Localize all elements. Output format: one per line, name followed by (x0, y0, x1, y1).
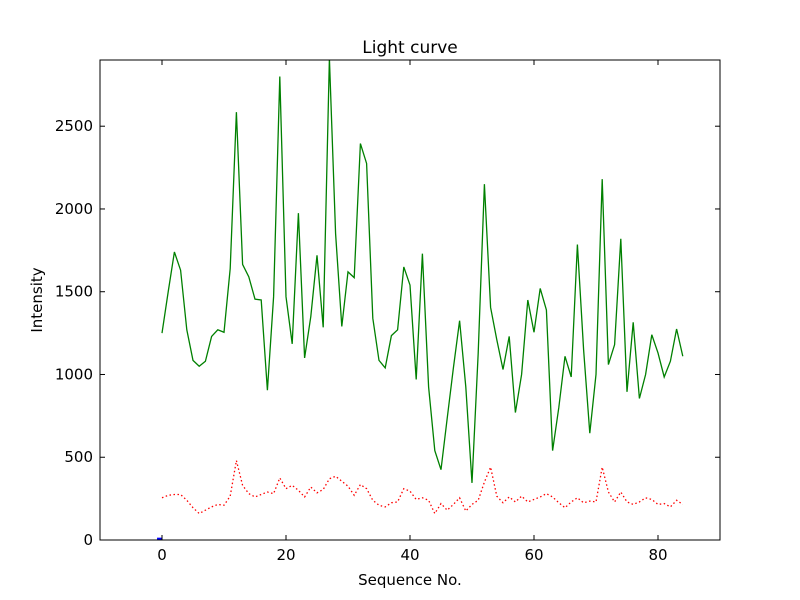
x-tick-label: 60 (524, 546, 543, 564)
x-tick-label: 20 (276, 546, 295, 564)
y-tick-label: 500 (64, 448, 93, 466)
series-line-2 (161, 460, 684, 515)
axis-ticks: 0 20 40 60 80 0 500 1000 1500 2000 2500 (55, 60, 720, 564)
x-tick-label: 0 (157, 546, 167, 564)
y-tick-label: 1000 (55, 365, 93, 383)
y-tick-label: 1500 (55, 283, 93, 301)
y-tick-label: 2500 (55, 117, 93, 135)
y-tick-label: 0 (83, 531, 93, 549)
series-line-1 (161, 60, 684, 483)
x-axis-label: Sequence No. (358, 571, 462, 589)
series-group (157, 60, 684, 540)
y-axis-label: Intensity (28, 267, 46, 332)
y-tick-label: 2000 (55, 200, 93, 218)
x-tick-label: 80 (648, 546, 667, 564)
chart-title: Light curve (362, 38, 457, 58)
x-tick-label: 40 (400, 546, 419, 564)
